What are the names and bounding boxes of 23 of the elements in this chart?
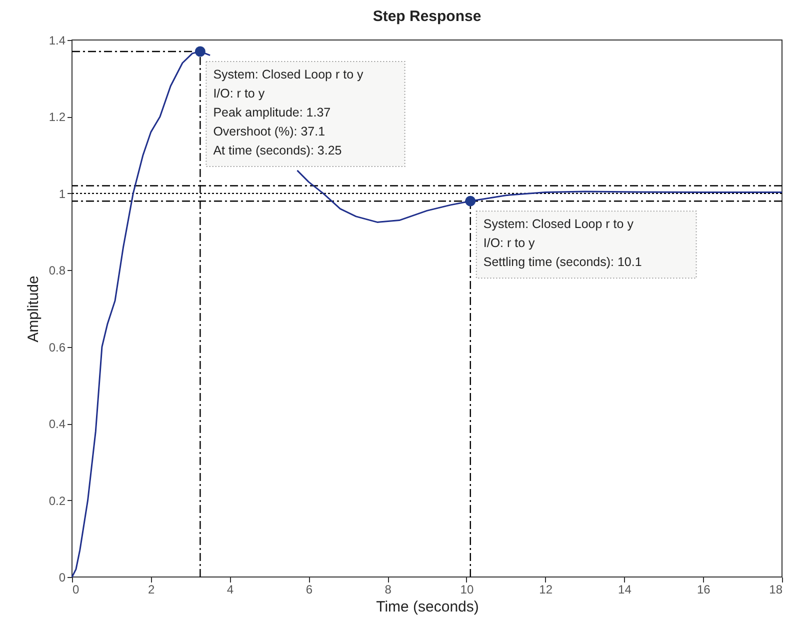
y-tick-label: 1.2 <box>48 110 66 124</box>
x-tick-label: 2 <box>148 582 156 596</box>
y-tick-label: 0.8 <box>48 264 66 278</box>
y-tick-label: 0.6 <box>48 340 66 354</box>
x-tick-label: 10 <box>460 582 474 596</box>
x-tick-label: 4 <box>226 582 234 596</box>
x-tick-label: 8 <box>384 582 392 596</box>
x-tick-label: 6 <box>306 582 313 596</box>
annotation: System: Closed Loop r to y I/O: r to y Peak amplitude: 1.37 Overshoot (%): 37.1 At time (seconds): 3.25 <box>213 68 364 158</box>
y-tick-label: 0.2 <box>48 494 66 508</box>
x-axis-title: Time (seconds) <box>376 598 479 616</box>
x-tick-label: 18 <box>769 582 783 596</box>
chart-title: Step Response <box>372 8 482 25</box>
y-tick-label: 0.4 <box>48 417 66 432</box>
y-tick-label: 1 <box>58 186 66 201</box>
annotation: System: Closed Loop r to y I/O: r to y Settling time (seconds): 10.1 <box>483 217 642 270</box>
y-tick-label: 0 <box>58 570 66 584</box>
y-tick-label: 1.4 <box>48 34 66 48</box>
x-tick-label: 0 <box>72 582 80 596</box>
x-tick-label: 12 <box>539 582 553 596</box>
x-tick-label: 14 <box>618 582 632 596</box>
y-axis-title: Amplitude <box>24 276 42 342</box>
x-tick-label: 16 <box>696 582 711 596</box>
